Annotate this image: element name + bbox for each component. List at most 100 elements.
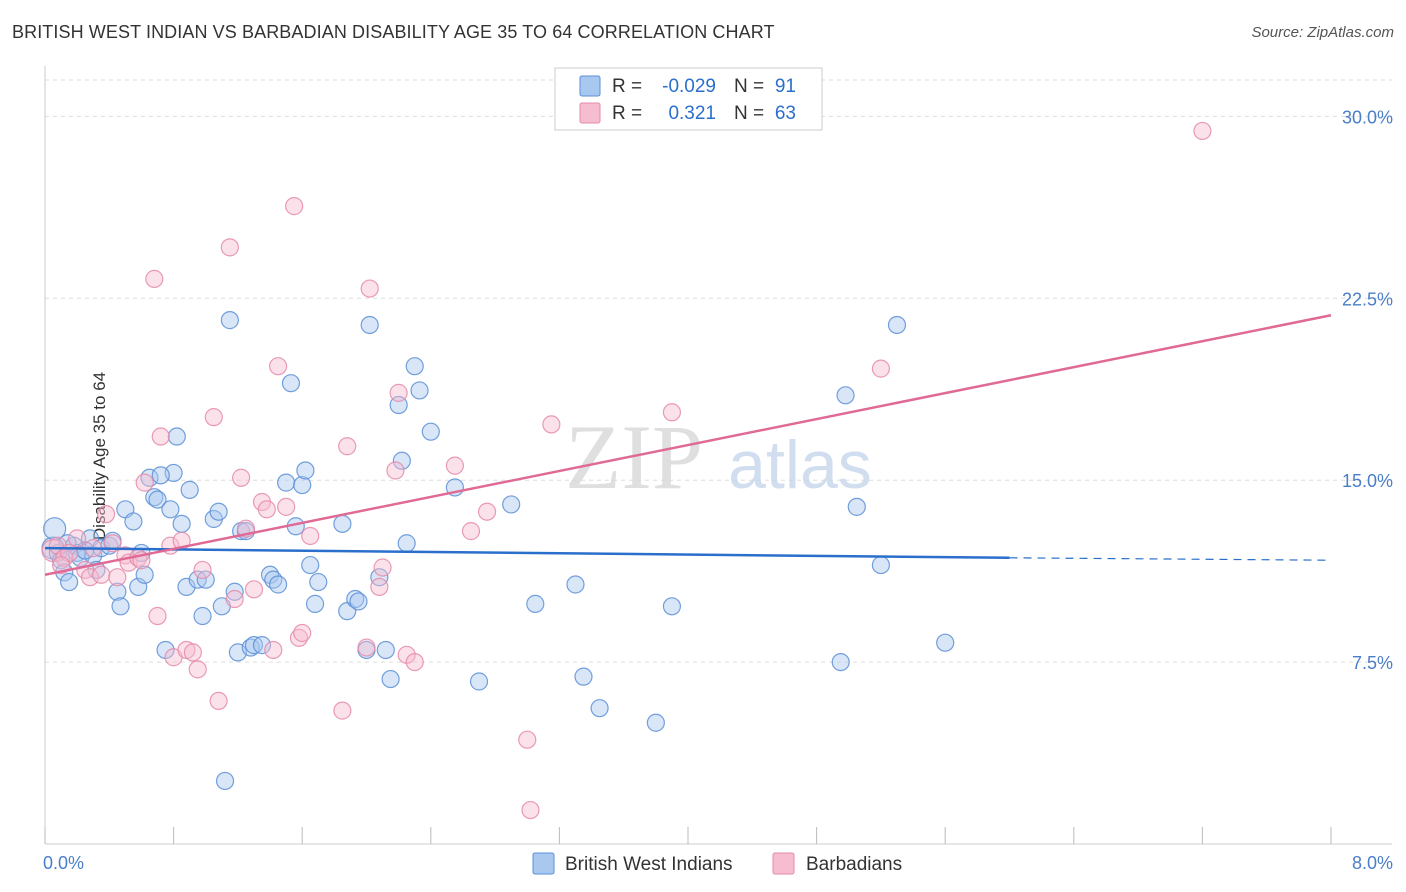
data-point [301,526,320,546]
data-point [338,437,357,456]
data-point [542,415,561,434]
data-point [461,522,481,541]
data-point [108,568,127,587]
data-point [521,800,540,820]
legend-bottom-label-pink: Barbadians [806,854,902,875]
data-point [389,383,408,402]
data-point [405,652,424,672]
data-point [296,461,315,480]
grid-lines [45,79,1392,663]
data-point [831,652,850,672]
legend-r-label-1: R = [612,76,642,97]
data-point [232,468,251,487]
data-point [220,238,239,257]
data-point [346,589,365,609]
data-point [293,475,312,495]
data-point [172,514,191,533]
trend-line-pink [44,314,1332,577]
data-point [662,597,682,616]
data-point [135,565,154,584]
correlation-legend: R = -0.029 N = 91 R = 0.321 N = 63 [554,67,823,131]
legend-r-value-2: 0.321 [668,103,716,124]
watermark-atlas: atlas [728,427,872,503]
data-point [285,197,304,216]
data-point [161,500,180,519]
trend-lines [44,314,1332,577]
data-point [204,408,223,427]
data-point [225,582,244,601]
data-point [871,359,891,378]
data-point [936,633,955,652]
data-point [646,713,665,732]
y-tick-label-1: 15.0% [1342,471,1393,491]
data-point [180,480,199,499]
data-point [193,560,212,580]
x-tick-label-1: 8.0% [1352,853,1393,873]
legend-swatch-blue [579,75,601,97]
data-point [333,514,352,533]
data-point [373,558,392,577]
y-tick-label-3: 30.0% [1342,107,1393,127]
legend-bottom-label-blue: British West Indians [565,854,733,875]
data-point [264,640,283,660]
data-point [305,594,325,613]
data-point [469,672,489,691]
data-point [421,422,440,441]
data-point [1193,121,1212,141]
data-point [376,640,395,660]
data-point [80,568,100,587]
series-barbadians [41,121,1212,820]
y-tick-label-2: 22.5% [1342,289,1393,309]
data-point [268,357,288,376]
data-point [360,315,379,335]
data-point [244,580,264,599]
legend-r-label-2: R = [612,103,642,124]
data-point [183,643,202,662]
legend-r-value-1: -0.029 [662,76,716,97]
y-tick-label-0: 7.5% [1352,653,1393,673]
trend-line-blue-projection [1009,557,1332,561]
data-point [871,555,891,575]
data-point [257,500,276,519]
axes [44,66,1392,845]
data-point [386,461,405,480]
data-point [148,490,167,509]
data-point [887,315,907,335]
source-label: Source: ZipAtlas.com [1251,24,1394,41]
data-point [360,279,379,298]
legend-bottom-swatch-blue [532,852,555,875]
tick-labels: 7.5% 15.0% 22.5% 30.0% 0.0% 8.0% [43,107,1393,873]
data-point [188,660,207,679]
data-point [252,636,272,655]
data-point [526,594,545,613]
data-point [445,456,465,475]
chart-title: BRITISH WEST INDIAN VS BARBADIAN DISABIL… [12,22,775,42]
data-point [268,575,288,594]
data-point [193,606,212,626]
data-point [502,495,521,514]
data-point [357,638,376,657]
watermark: ZIP atlas [565,406,872,508]
data-point [574,667,593,686]
data-point [68,529,87,548]
data-point [215,771,235,791]
data-point [333,701,352,720]
data-point [397,534,416,553]
data-point [124,512,143,531]
data-point [209,691,228,711]
data-point [167,427,186,446]
data-point [566,575,585,594]
data-point [111,597,130,616]
data-point [349,592,368,611]
data-point [370,577,389,597]
data-point [405,357,424,376]
legend-bottom-swatch-pink [772,852,795,875]
data-point [836,386,855,405]
legend-n-label-2: N = [734,103,764,124]
series-legend: British West Indians Barbadians [532,852,902,875]
legend-n-label-1: N = [734,76,764,97]
data-point [220,311,239,330]
data-point [518,730,537,749]
data-point [177,577,196,597]
